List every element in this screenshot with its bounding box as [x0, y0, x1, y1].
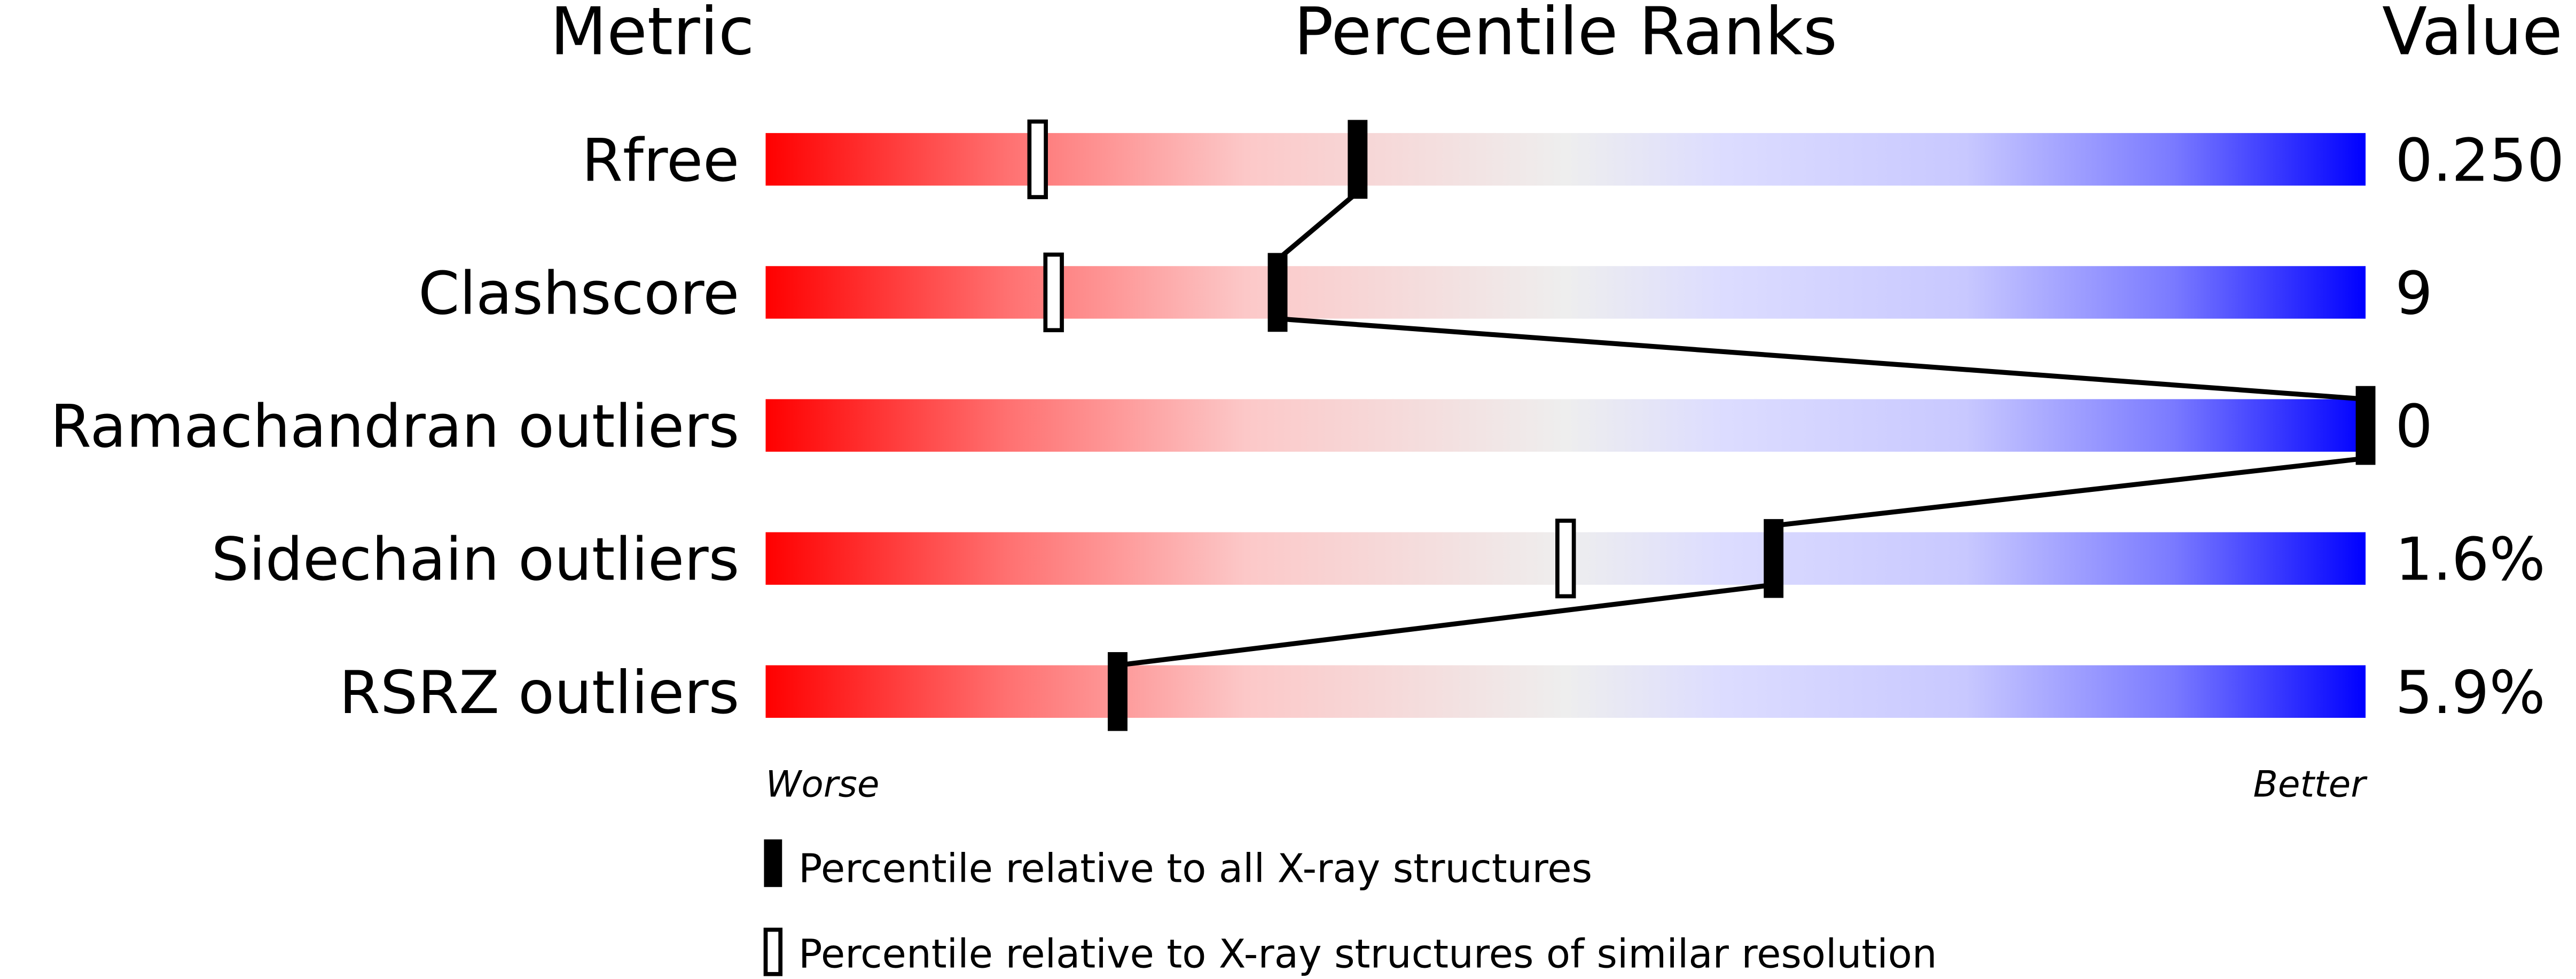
metric-label: Rfree — [582, 126, 739, 195]
connector-line — [1117, 582, 1774, 668]
legend-label-similar: Percentile relative to X-ray structures … — [798, 931, 1937, 977]
header-metric: Metric — [550, 0, 754, 70]
metric-value: 0.250 — [2395, 126, 2564, 195]
header-percentile: Percentile Ranks — [1294, 0, 1837, 70]
metric-value: 1.6% — [2395, 526, 2545, 594]
legend-open-marker — [763, 927, 783, 976]
percentile-bar — [765, 665, 2366, 718]
marker-all-structures — [2355, 386, 2376, 465]
metric-value: 5.9% — [2395, 659, 2545, 727]
marker-similar-resolution — [1027, 119, 1048, 199]
axis-label-worse: Worse — [765, 763, 879, 805]
percentile-bar — [765, 133, 2366, 186]
marker-all-structures — [1108, 652, 1128, 731]
metric-label: RSRZ outliers — [339, 659, 739, 727]
axis-label-better: Better — [2253, 763, 2368, 805]
metric-label: Clashscore — [418, 259, 739, 328]
marker-all-structures — [1764, 519, 1784, 598]
percentile-bar — [765, 399, 2366, 452]
marker-all-structures — [1348, 120, 1368, 199]
connector-line — [1773, 456, 2366, 528]
percentile-bar — [765, 266, 2366, 319]
header-value: Value — [2382, 0, 2563, 70]
marker-all-structures — [1267, 253, 1288, 332]
legend-filled-marker — [764, 839, 782, 887]
connector-line — [1277, 316, 2366, 402]
marker-similar-resolution — [1043, 252, 1064, 333]
legend-label-all: Percentile relative to all X-ray structu… — [798, 846, 1592, 892]
connector-line — [1276, 190, 1359, 262]
marker-similar-resolution — [1555, 519, 1576, 599]
metric-label: Ramachandran outliers — [50, 393, 739, 461]
metric-label: Sidechain outliers — [212, 526, 740, 594]
metric-value: 0 — [2395, 393, 2432, 461]
metric-value: 9 — [2395, 259, 2432, 328]
